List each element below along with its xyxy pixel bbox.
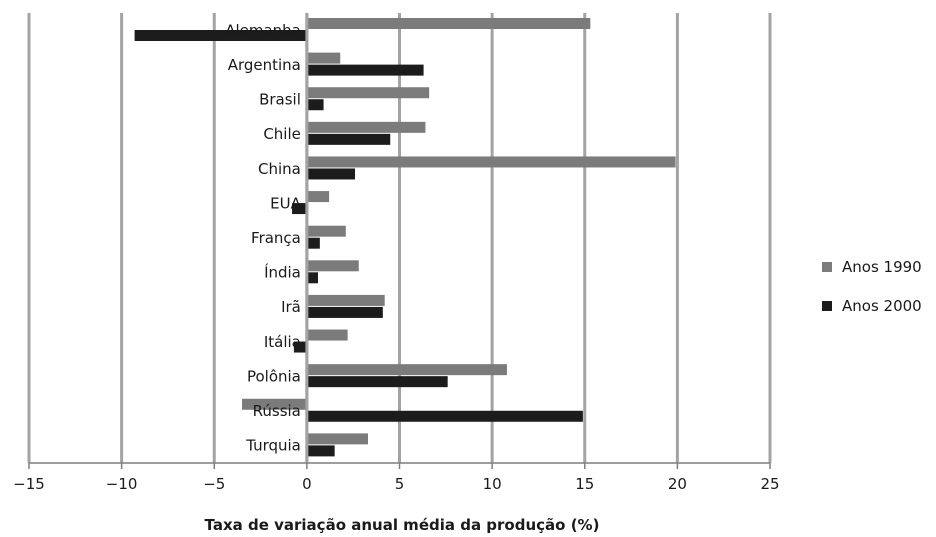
x-tick-label-5: 10 bbox=[483, 475, 502, 493]
category-label-3: Chile bbox=[263, 125, 301, 143]
bar-series1-11 bbox=[242, 398, 307, 410]
category-label-7: Índia bbox=[264, 263, 301, 282]
bar-series2-12 bbox=[306, 445, 335, 457]
category-label-1: Argentina bbox=[228, 56, 301, 74]
bar-series2-2 bbox=[306, 99, 324, 111]
bar-series1-3 bbox=[306, 121, 426, 133]
gridlines bbox=[27, 13, 772, 463]
category-label-0: Alemanha bbox=[225, 21, 301, 39]
legend: Anos 1990 Anos 2000 bbox=[822, 258, 922, 315]
x-tick-label-3: 0 bbox=[302, 475, 312, 493]
legend-label-0: Anos 1990 bbox=[842, 258, 922, 276]
bar-series2-10 bbox=[306, 376, 448, 388]
category-label-2: Brasil bbox=[259, 91, 301, 109]
bar-series1-12 bbox=[306, 433, 369, 445]
x-tick-label-8: 25 bbox=[760, 475, 779, 493]
bar-series1-4 bbox=[306, 156, 676, 168]
bars bbox=[134, 18, 676, 457]
bar-series1-8 bbox=[306, 294, 385, 306]
x-tick-label-2: −5 bbox=[203, 475, 225, 493]
category-labels: Alemanha Argentina Brasil Chile China EUA Fran… bbox=[225, 21, 301, 454]
bar-series2-1 bbox=[306, 64, 424, 76]
category-label-10: Polônia bbox=[247, 367, 301, 385]
bar-series2-8 bbox=[306, 306, 383, 318]
bar-series1-10 bbox=[306, 364, 507, 376]
category-label-5: EUA bbox=[270, 194, 301, 212]
category-label-4: China bbox=[258, 160, 301, 178]
x-tick-label-6: 15 bbox=[575, 475, 594, 493]
bar-series1-1 bbox=[306, 52, 341, 64]
bar-series2-0 bbox=[134, 30, 307, 41]
x-tick-labels: −15 −10 −5 0 5 10 15 20 25 bbox=[13, 475, 779, 493]
axes bbox=[28, 13, 771, 469]
category-label-9: Itália bbox=[264, 333, 301, 351]
bar-series2-5 bbox=[292, 203, 307, 215]
category-label-8: Irã bbox=[281, 298, 301, 316]
bar-series2-3 bbox=[306, 133, 391, 145]
x-axis-title: Taxa de variação anual média da produção… bbox=[205, 516, 600, 534]
bar-series1-5 bbox=[306, 191, 330, 203]
bar-series1-6 bbox=[306, 225, 346, 237]
x-tick-label-0: −15 bbox=[13, 475, 45, 493]
bar-series2-4 bbox=[306, 168, 356, 180]
category-label-6: França bbox=[251, 229, 301, 247]
bar-series2-6 bbox=[306, 237, 320, 249]
legend-swatch-0 bbox=[822, 262, 832, 272]
category-label-12: Turquia bbox=[245, 437, 301, 455]
bar-series2-7 bbox=[306, 272, 318, 284]
legend-swatch-1 bbox=[822, 301, 832, 311]
x-tick-label-4: 5 bbox=[395, 475, 405, 493]
bar-series1-2 bbox=[306, 87, 430, 99]
bar-series2-9 bbox=[293, 341, 307, 353]
bar-series2-11 bbox=[306, 410, 583, 422]
bar-series1-0 bbox=[306, 18, 591, 29]
bar-series1-9 bbox=[306, 329, 348, 341]
bar-series1-7 bbox=[306, 260, 359, 272]
legend-label-1: Anos 2000 bbox=[842, 297, 922, 315]
x-tick-label-7: 20 bbox=[668, 475, 687, 493]
x-tick-label-1: −10 bbox=[106, 475, 138, 493]
category-label-11: Rússia bbox=[253, 402, 301, 420]
